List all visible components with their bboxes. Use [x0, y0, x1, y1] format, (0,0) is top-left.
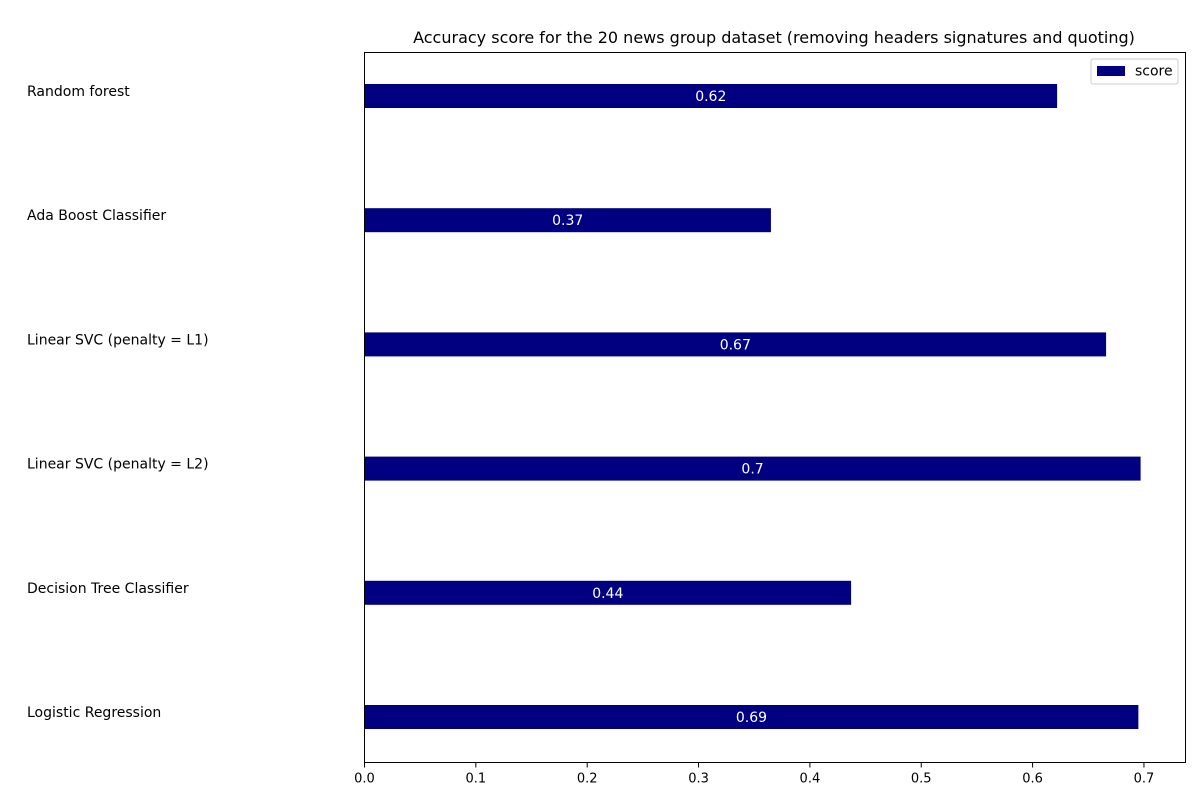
- category-label: Random forest: [27, 84, 130, 100]
- bar: [364, 208, 771, 233]
- bar-value-label: 0.67: [720, 337, 751, 353]
- axes-frame: [364, 52, 1186, 763]
- x-tick-label: 0.4: [800, 772, 821, 787]
- category-labels-group: Random forest Ada Boost Classifier Linear …: [27, 84, 209, 721]
- bar-labels-group: 0.62 0.37 0.67 0.7 0.44 0.69: [552, 89, 767, 726]
- bar: [364, 705, 1139, 729]
- category-label: Ada Boost Classifier: [27, 208, 166, 224]
- legend-box: [1090, 58, 1179, 85]
- chart-title: Accuracy score for the 20 news group dat…: [413, 28, 1135, 47]
- x-tick-label: 0.6: [1022, 772, 1043, 787]
- x-axis-ticks-group: 0.0 0.1 0.2 0.3 0.4 0.5 0.6 0.7: [354, 762, 1155, 787]
- x-tick-label: 0.2: [577, 772, 598, 787]
- bar: [364, 84, 1058, 108]
- x-tick-label: 0.0: [354, 772, 375, 787]
- legend-swatch: [1097, 66, 1125, 76]
- bar-value-label: 0.69: [736, 710, 767, 726]
- category-label: Decision Tree Classifier: [27, 581, 189, 597]
- x-tick-label: 0.5: [911, 772, 932, 787]
- category-label: Linear SVC (penalty = L1): [27, 332, 209, 348]
- bar-value-label: 0.7: [741, 462, 763, 478]
- legend-label: score: [1135, 64, 1173, 80]
- x-tick-label: 0.3: [688, 772, 709, 787]
- bar-value-label: 0.44: [592, 586, 623, 602]
- category-label: Linear SVC (penalty = L2): [27, 457, 209, 473]
- bar: [364, 456, 1141, 481]
- bar: [364, 332, 1107, 357]
- bar-value-label: 0.37: [552, 213, 583, 229]
- bar: [364, 580, 852, 605]
- bars-group: [364, 84, 1141, 729]
- bar-value-label: 0.62: [695, 89, 726, 105]
- x-tick-label: 0.7: [1134, 772, 1155, 787]
- category-label: Logistic Regression: [27, 705, 161, 721]
- x-tick-label: 0.1: [466, 772, 487, 787]
- legend: score: [1090, 58, 1179, 85]
